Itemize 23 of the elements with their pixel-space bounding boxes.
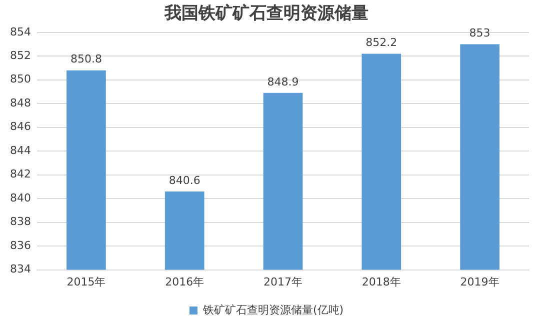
y-tick-label: 846 bbox=[10, 120, 31, 134]
y-tick-label: 842 bbox=[10, 168, 31, 181]
x-tick-label: 2015年 bbox=[66, 275, 106, 288]
y-tick-label: 850 bbox=[10, 72, 31, 86]
y-tick-label: 854 bbox=[10, 25, 31, 38]
y-tick-label: 848 bbox=[10, 96, 31, 110]
data-label: 850.8 bbox=[70, 52, 102, 66]
data-label: 853 bbox=[469, 26, 490, 40]
y-tick-label: 844 bbox=[10, 144, 31, 157]
data-label: 840.6 bbox=[168, 174, 200, 187]
y-tick-label: 838 bbox=[10, 215, 31, 228]
x-tick-label: 2018年 bbox=[362, 275, 401, 288]
x-tick-label: 2017年 bbox=[264, 275, 302, 288]
chart-title: 我国铁矿矿石查明资源储量 bbox=[164, 4, 368, 24]
data-label: 852.2 bbox=[366, 36, 398, 50]
y-tick-label: 840 bbox=[10, 191, 31, 204]
x-tick-label: 2019年 bbox=[460, 275, 500, 288]
x-tick-label: 2016年 bbox=[165, 275, 204, 288]
legend-label: 铁矿矿石查明资源储量(亿吨) bbox=[202, 303, 344, 316]
y-tick-label: 852 bbox=[10, 49, 31, 62]
y-tick-label: 836 bbox=[10, 238, 31, 252]
y-tick-label: 834 bbox=[10, 262, 31, 276]
data-label: 848.9 bbox=[267, 75, 299, 88]
